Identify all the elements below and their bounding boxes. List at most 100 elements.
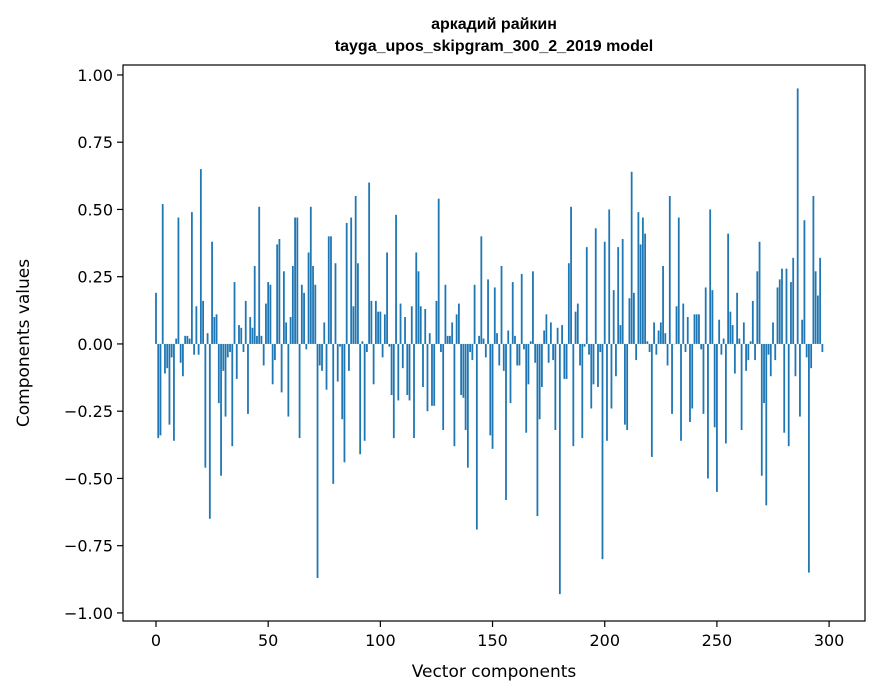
bar-277 xyxy=(777,287,779,343)
y-tick-label: −0.25 xyxy=(64,402,113,421)
bar-139 xyxy=(467,344,469,468)
bar-38 xyxy=(240,328,242,344)
bar-147 xyxy=(485,344,487,357)
bar-81 xyxy=(337,344,339,382)
bar-276 xyxy=(774,344,776,360)
bar-175 xyxy=(548,344,550,363)
bar-236 xyxy=(685,344,687,352)
bar-203 xyxy=(611,344,613,409)
bar-20 xyxy=(200,169,202,344)
bar-243 xyxy=(700,344,702,349)
bar-52 xyxy=(272,344,274,384)
bar-259 xyxy=(736,293,738,344)
bar-208 xyxy=(622,239,624,344)
bar-145 xyxy=(480,236,482,344)
bar-260 xyxy=(738,339,740,344)
bar-222 xyxy=(653,322,655,344)
bar-135 xyxy=(458,304,460,344)
bar-65 xyxy=(301,285,303,344)
bar-111 xyxy=(404,317,406,344)
bar-181 xyxy=(561,325,563,344)
bar-185 xyxy=(570,207,572,344)
bar-90 xyxy=(357,263,359,344)
bar-48 xyxy=(263,344,265,366)
bar-191 xyxy=(584,344,586,347)
bar-95 xyxy=(368,183,370,344)
bar-195 xyxy=(593,344,595,384)
bar-206 xyxy=(617,247,619,344)
bar-241 xyxy=(696,314,698,344)
bar-268 xyxy=(756,271,758,344)
bar-153 xyxy=(498,344,500,366)
bar-221 xyxy=(651,344,653,457)
bar-26 xyxy=(213,317,215,344)
bar-235 xyxy=(682,304,684,344)
bar-180 xyxy=(559,344,561,594)
bar-22 xyxy=(204,344,206,468)
bar-291 xyxy=(808,344,810,573)
bar-254 xyxy=(725,344,727,444)
bar-202 xyxy=(608,209,610,343)
bar-287 xyxy=(799,344,801,417)
bar-227 xyxy=(664,333,666,344)
bar-151 xyxy=(494,287,496,343)
bar-248 xyxy=(712,290,714,344)
bar-205 xyxy=(615,344,617,376)
bar-256 xyxy=(729,312,731,344)
bar-210 xyxy=(626,344,628,430)
bar-54 xyxy=(276,244,278,344)
bar-269 xyxy=(759,242,761,344)
bar-74 xyxy=(321,344,323,371)
bar-113 xyxy=(409,344,411,400)
bar-102 xyxy=(384,314,386,344)
bar-110 xyxy=(402,344,404,368)
bar-75 xyxy=(323,322,325,344)
bar-34 xyxy=(231,344,233,446)
bar-130 xyxy=(447,336,449,344)
bar-286 xyxy=(797,88,799,344)
bar-266 xyxy=(752,301,754,344)
bar-148 xyxy=(487,279,489,344)
bar-211 xyxy=(629,298,631,344)
bar-66 xyxy=(303,293,305,344)
bar-212 xyxy=(631,172,633,344)
bar-170 xyxy=(537,344,539,516)
bar-155 xyxy=(503,344,505,371)
bar-162 xyxy=(519,344,521,366)
bar-82 xyxy=(339,344,341,347)
bar-290 xyxy=(806,344,808,357)
bar-129 xyxy=(445,285,447,344)
bar-50 xyxy=(267,282,269,344)
bar-114 xyxy=(411,306,413,344)
bar-240 xyxy=(694,314,696,344)
bar-88 xyxy=(353,306,355,344)
bar-238 xyxy=(689,344,691,422)
bar-27 xyxy=(216,314,218,344)
bar-112 xyxy=(406,344,408,395)
bar-152 xyxy=(496,333,498,344)
y-tick-label: 0.00 xyxy=(77,335,113,354)
bar-60 xyxy=(290,317,292,344)
bar-23 xyxy=(207,333,209,344)
bar-142 xyxy=(474,285,476,344)
bar-200 xyxy=(604,242,606,344)
bar-182 xyxy=(563,344,565,379)
bar-125 xyxy=(436,301,438,344)
bar-87 xyxy=(350,218,352,344)
bar-100 xyxy=(379,312,381,344)
bar-115 xyxy=(413,344,415,438)
bar-190 xyxy=(581,344,583,438)
bar-28 xyxy=(218,344,220,403)
bar-49 xyxy=(265,304,267,344)
bar-251 xyxy=(718,320,720,344)
bar-117 xyxy=(418,271,420,344)
bar-64 xyxy=(299,344,301,438)
bar-257 xyxy=(732,325,734,344)
bar-89 xyxy=(355,196,357,344)
bar-4 xyxy=(164,344,166,374)
bar-168 xyxy=(532,271,534,344)
bar-13 xyxy=(184,336,186,344)
bar-183 xyxy=(566,344,568,379)
bar-121 xyxy=(427,344,429,411)
